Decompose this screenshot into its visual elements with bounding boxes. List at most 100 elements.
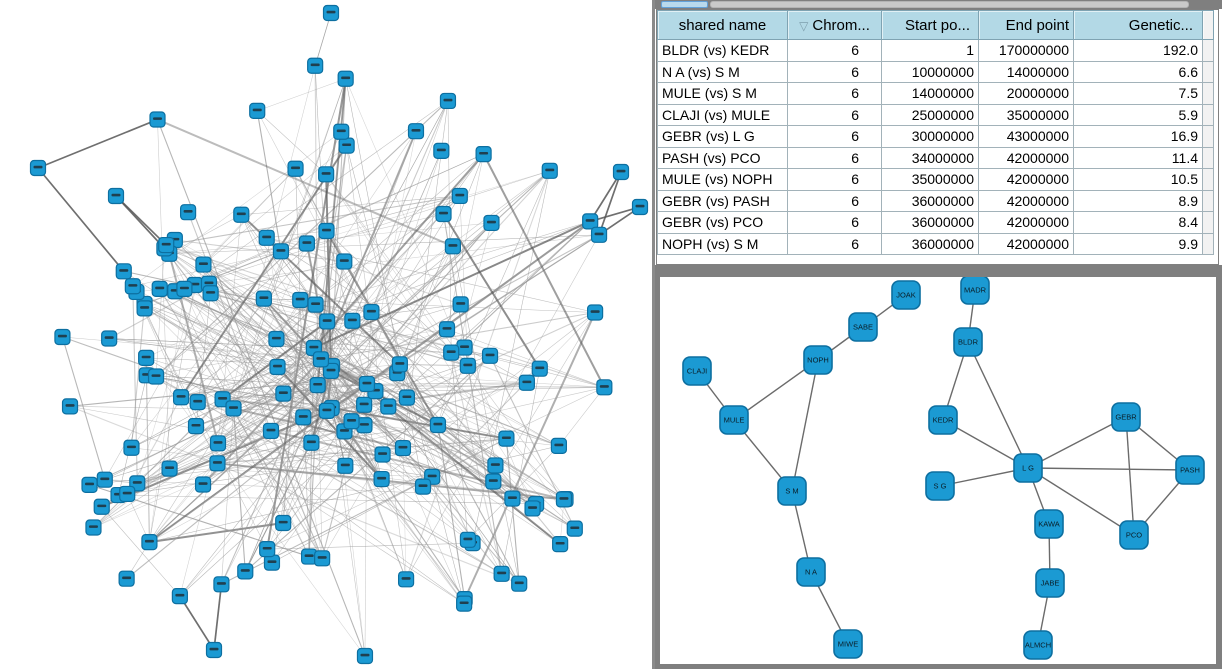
network-node[interactable] — [435, 205, 452, 223]
network-node[interactable] — [124, 278, 141, 295]
network-node-miwe[interactable]: MIWE — [833, 629, 863, 659]
table-row[interactable]: GEBR (vs) PASH 6 36000000 42000000 8.9 — [657, 189, 1214, 212]
network-node[interactable] — [612, 163, 630, 181]
network-node[interactable] — [541, 162, 558, 179]
network-node[interactable] — [596, 379, 613, 396]
network-node[interactable] — [397, 571, 415, 588]
network-node-gebr[interactable]: GEBR — [1111, 402, 1141, 432]
network-node[interactable] — [136, 300, 153, 317]
table-row[interactable]: BLDR (vs) KEDR 6 1 170000000 192.0 — [657, 39, 1214, 62]
network-node[interactable] — [438, 321, 456, 338]
network-node[interactable] — [149, 111, 166, 128]
network-node[interactable] — [407, 123, 425, 140]
network-node[interactable] — [158, 236, 175, 254]
network-node-claji[interactable]: CLAJI — [682, 356, 712, 386]
network-node[interactable] — [272, 243, 290, 260]
network-node[interactable] — [518, 374, 535, 391]
network-node[interactable] — [429, 416, 447, 434]
filter-icon[interactable]: ▽ — [799, 18, 809, 33]
network-node-noph[interactable]: NOPH — [803, 345, 833, 375]
network-node[interactable] — [322, 362, 340, 380]
network-node[interactable] — [356, 417, 373, 434]
network-node-n-a[interactable]: N A — [796, 557, 826, 587]
network-node-mule[interactable]: MULE — [719, 405, 749, 435]
network-node[interactable] — [115, 263, 132, 280]
network-node[interactable] — [485, 473, 502, 490]
network-node[interactable] — [263, 554, 281, 571]
panel-separator[interactable] — [655, 265, 1222, 277]
network-node[interactable] — [307, 296, 324, 313]
network-node[interactable] — [498, 430, 515, 447]
network-node[interactable] — [337, 457, 354, 474]
table-row[interactable]: NOPH (vs) S M 6 36000000 42000000 9.9 — [657, 232, 1214, 255]
network-node[interactable] — [172, 389, 190, 406]
network-node[interactable] — [456, 595, 473, 612]
network-node[interactable] — [394, 439, 412, 457]
network-node[interactable] — [587, 304, 604, 321]
network-node[interactable] — [481, 347, 499, 364]
network-node[interactable] — [333, 123, 350, 140]
network-node[interactable] — [363, 303, 380, 321]
network-node[interactable] — [138, 349, 155, 367]
network-node[interactable] — [356, 396, 373, 413]
network-node[interactable] — [118, 570, 135, 587]
network-node[interactable] — [96, 471, 113, 488]
network-node[interactable] — [93, 498, 110, 515]
network-node[interactable] — [233, 206, 250, 223]
network-node[interactable] — [374, 446, 391, 463]
network-node[interactable] — [318, 402, 336, 419]
network-node-s-g[interactable]: S G — [925, 471, 955, 501]
network-node[interactable] — [439, 92, 457, 110]
network-node[interactable] — [249, 102, 266, 119]
network-node[interactable] — [319, 313, 336, 330]
network-node[interactable] — [161, 460, 178, 477]
network-node[interactable] — [552, 536, 569, 553]
table-row[interactable]: MULE (vs) S M 6 14000000 20000000 7.5 — [657, 82, 1214, 105]
network-node[interactable] — [54, 328, 71, 346]
table-row[interactable]: CLAJI (vs) MULE 6 25000000 35000000 5.9 — [657, 103, 1214, 126]
network-node-l-g[interactable]: L G — [1013, 453, 1043, 483]
network-node[interactable] — [391, 356, 408, 373]
network-node[interactable] — [338, 137, 355, 154]
network-node[interactable] — [312, 351, 330, 368]
network-node[interactable] — [459, 357, 476, 374]
network-node[interactable] — [343, 413, 360, 430]
table-row[interactable]: N A (vs) S M 6 10000000 14000000 6.6 — [657, 60, 1214, 83]
network-node[interactable] — [443, 344, 460, 361]
table-row[interactable]: GEBR (vs) PCO 6 36000000 42000000 8.4 — [657, 211, 1214, 234]
network-node[interactable] — [475, 146, 492, 163]
network-node[interactable] — [151, 280, 168, 297]
network-node[interactable] — [176, 280, 193, 297]
network-node[interactable] — [511, 575, 528, 592]
network-node[interactable] — [101, 330, 118, 347]
network-node[interactable] — [262, 422, 280, 440]
network-node[interactable] — [209, 455, 226, 472]
network-node[interactable] — [322, 4, 340, 22]
network-node[interactable] — [452, 296, 469, 313]
network-node[interactable] — [225, 400, 242, 417]
network-node[interactable] — [205, 641, 223, 659]
table-row[interactable]: GEBR (vs) L G 6 30000000 43000000 16.9 — [657, 125, 1214, 148]
network-node[interactable] — [337, 70, 354, 87]
network-node[interactable] — [309, 377, 326, 394]
network-node[interactable] — [398, 389, 416, 406]
network-node[interactable] — [255, 290, 272, 307]
network-node[interactable] — [433, 142, 450, 159]
network-node[interactable] — [287, 160, 304, 177]
network-node[interactable] — [555, 491, 573, 508]
network-node[interactable] — [81, 476, 98, 493]
column-header-start-position[interactable]: Start po... — [881, 10, 979, 40]
network-node[interactable] — [631, 198, 649, 216]
network-node-almch[interactable]: ALMCH — [1023, 630, 1053, 660]
overview-network-canvas[interactable]: JOAK MADR SABE BLDR NOPH CLAJI MULE KEDR GEBR L G… — [655, 277, 1222, 669]
network-node-sabe[interactable]: SABE — [848, 312, 878, 342]
network-node-kedr[interactable]: KEDR — [928, 405, 958, 435]
network-node[interactable] — [582, 213, 599, 230]
network-node[interactable] — [483, 214, 500, 232]
network-node[interactable] — [292, 291, 309, 309]
network-node[interactable] — [258, 229, 275, 246]
network-node[interactable] — [107, 187, 125, 205]
network-node[interactable] — [195, 256, 212, 273]
network-node[interactable] — [187, 418, 205, 435]
network-node[interactable] — [268, 330, 285, 348]
